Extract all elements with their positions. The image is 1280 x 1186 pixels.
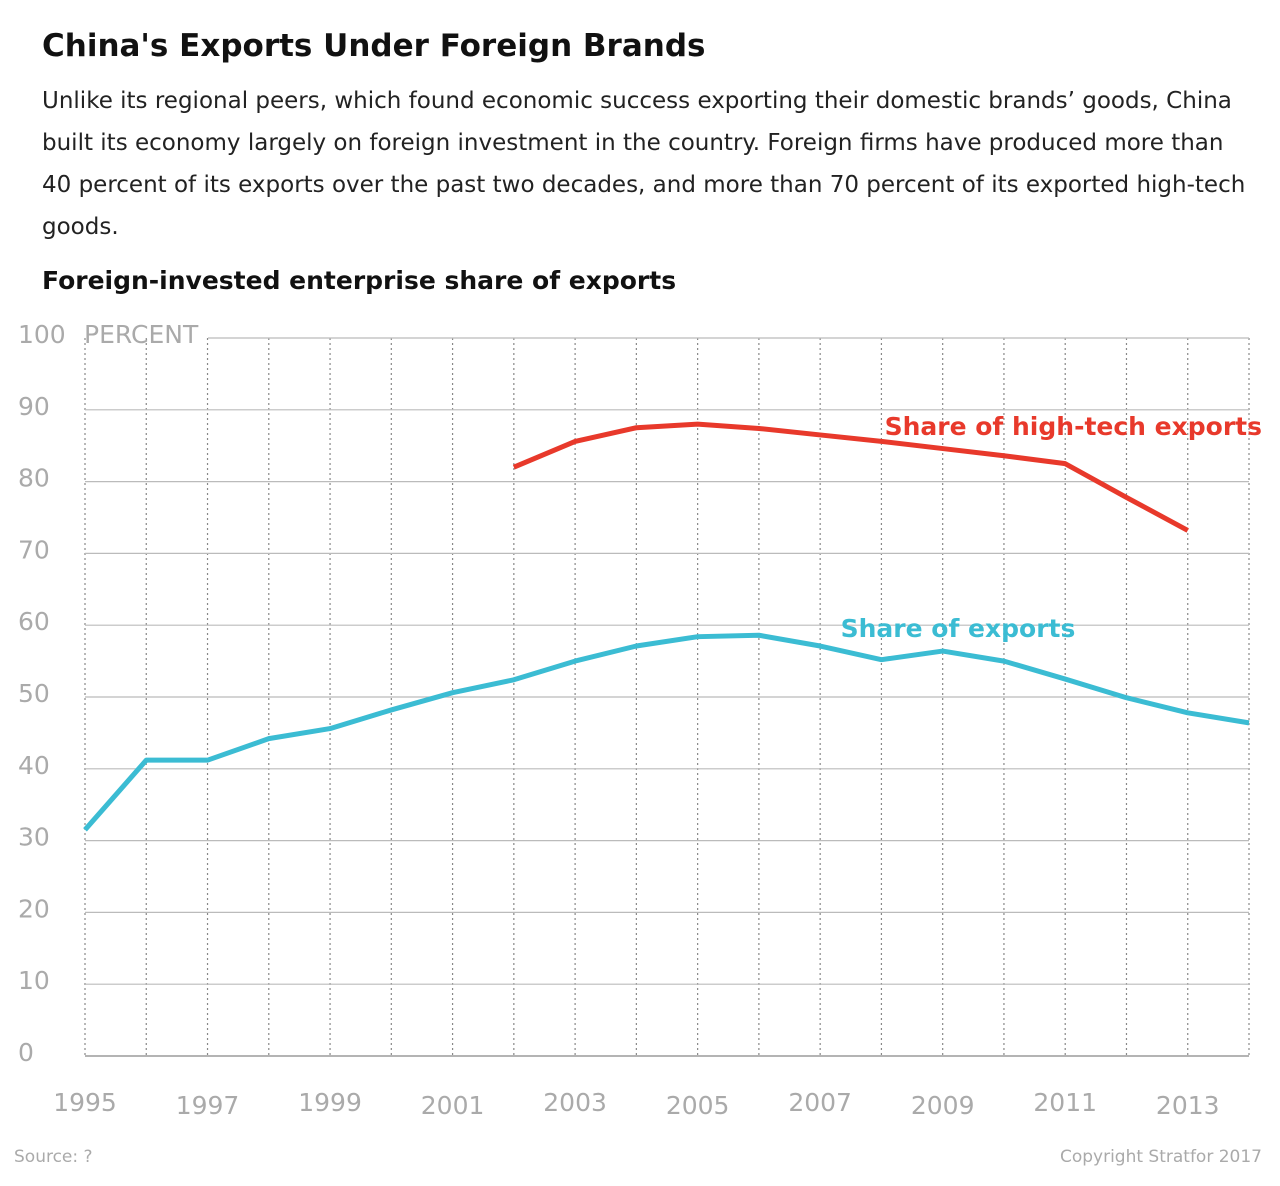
y-tick-label: 90 (18, 392, 50, 421)
y-tick-label: 40 (18, 751, 50, 780)
y-tick-label: 80 (18, 464, 50, 493)
y-tick-label: 100 (18, 320, 66, 349)
x-tick-label: 2005 (666, 1091, 730, 1120)
x-tick-label: 1995 (53, 1088, 117, 1117)
copyright: Copyright Stratfor 2017 (1060, 1147, 1262, 1167)
subtitle: Unlike its regional peers, which found e… (42, 88, 1246, 240)
y-tick-label: 60 (18, 607, 50, 636)
title: China's Exports Under Foreign Brands (42, 28, 706, 64)
y-tick-label: 30 (18, 823, 50, 852)
y-tick-label: 0 (18, 1038, 34, 1067)
x-tick-label: 2009 (911, 1091, 975, 1120)
series-label: Share of high-tech exports (885, 412, 1262, 441)
x-tick-label: 2011 (1033, 1088, 1097, 1117)
x-tick-label: 2001 (421, 1091, 485, 1120)
x-tick-label: 1999 (298, 1088, 362, 1117)
y-unit: PERCENT (84, 320, 199, 349)
chart-heading: Foreign-invested enterprise share of exp… (42, 266, 676, 295)
series-line (83, 632, 1250, 832)
x-tick-label: 2003 (543, 1088, 607, 1117)
y-tick-label: 70 (18, 535, 50, 564)
x-tick-label: 1997 (176, 1091, 240, 1120)
x-tick-label: 2007 (788, 1088, 852, 1117)
y-tick-label: 10 (18, 966, 50, 995)
x-tick-label: 2013 (1156, 1091, 1220, 1120)
series-line (512, 421, 1189, 533)
y-tick-label: 50 (18, 679, 50, 708)
y-tick-label: 20 (18, 894, 50, 923)
series-label: Share of exports (841, 614, 1076, 643)
source: Source: ? (14, 1147, 93, 1167)
